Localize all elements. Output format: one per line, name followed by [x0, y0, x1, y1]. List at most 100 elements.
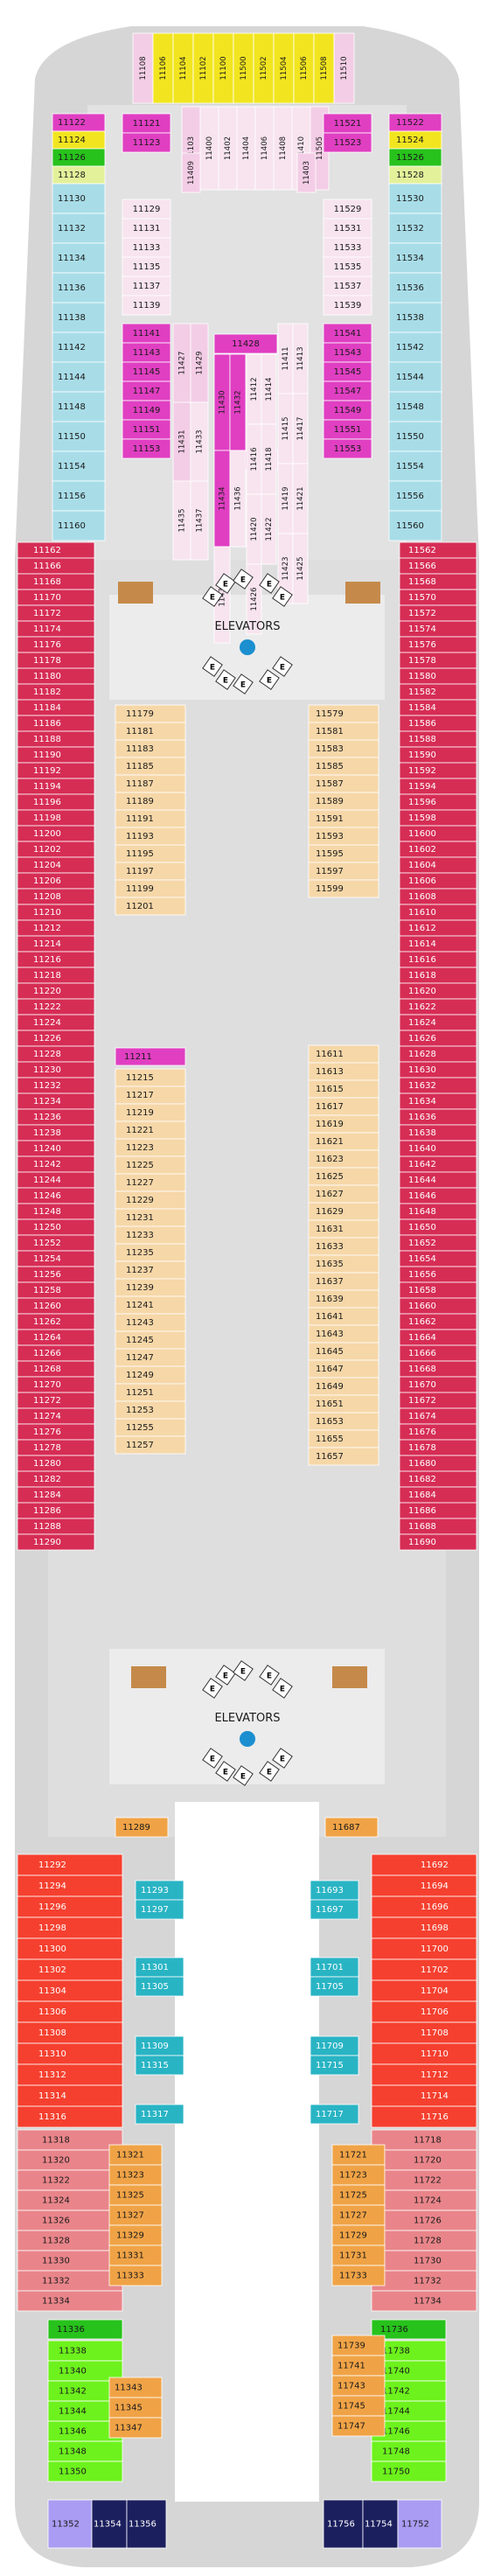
cabin-11674[interactable]: 11674: [399, 1407, 477, 1425]
cabin-11739[interactable]: 11739: [331, 2335, 386, 2356]
cabin-11548[interactable]: 11548: [388, 391, 442, 422]
cabin-11227[interactable]: 11227: [115, 1173, 186, 1192]
cabin-11254[interactable]: 11254: [17, 1250, 95, 1267]
cabin-11733[interactable]: 11733: [331, 2265, 386, 2286]
cabin-11293[interactable]: 11293: [135, 1880, 184, 1901]
cabin-11415[interactable]: 11415: [277, 393, 294, 464]
cabin-11584[interactable]: 11584: [399, 699, 477, 716]
cabin-11241[interactable]: 11241: [115, 1295, 186, 1315]
cabin-11541[interactable]: 11541: [323, 323, 372, 344]
cabin-11409[interactable]: 11409: [181, 152, 201, 193]
cabin-11235[interactable]: 11235: [115, 1243, 186, 1262]
cabin-11331[interactable]: 11331: [108, 2244, 163, 2266]
cabin-11717[interactable]: 11717: [310, 2104, 359, 2125]
cabin-11327[interactable]: 11327: [108, 2204, 163, 2226]
cabin-11500[interactable]: 11500: [233, 32, 254, 104]
cabin-11236[interactable]: 11236: [17, 1108, 95, 1126]
cabin-11538[interactable]: 11538: [388, 302, 442, 333]
elevator-car[interactable]: E: [233, 1765, 254, 1786]
cabin-11312[interactable]: 11312: [17, 2063, 123, 2086]
cabin-11655[interactable]: 11655: [308, 1429, 379, 1449]
cabin-11214[interactable]: 11214: [17, 935, 95, 953]
cabin-11542[interactable]: 11542: [388, 332, 442, 363]
cabin-11248[interactable]: 11248: [17, 1203, 95, 1220]
cabin-11581[interactable]: 11581: [308, 722, 379, 741]
cabin-11743[interactable]: 11743: [331, 2375, 386, 2397]
cabin-11296[interactable]: 11296: [17, 1895, 123, 1918]
cabin-11508[interactable]: 11508: [313, 32, 335, 104]
cabin-11233[interactable]: 11233: [115, 1225, 186, 1245]
cabin-11314[interactable]: 11314: [17, 2084, 123, 2107]
cabin-11166[interactable]: 11166: [17, 557, 95, 575]
elevator-car[interactable]: E: [233, 1660, 254, 1681]
cabin-11240[interactable]: 11240: [17, 1140, 95, 1157]
cabin-11700[interactable]: 11700: [371, 1937, 477, 1960]
cabin-11141[interactable]: 11141: [122, 323, 171, 344]
cabin-11328[interactable]: 11328: [17, 2230, 123, 2251]
cabin-11232[interactable]: 11232: [17, 1077, 95, 1094]
cabin-11258[interactable]: 11258: [17, 1281, 95, 1299]
cabin-11305[interactable]: 11305: [135, 1976, 184, 1997]
cabin-11705[interactable]: 11705: [310, 1976, 359, 1997]
elevator-car[interactable]: E: [215, 1665, 236, 1686]
elevator-car[interactable]: E: [272, 586, 293, 607]
cabin-11317[interactable]: 11317: [135, 2104, 184, 2125]
cabin-11318[interactable]: 11318: [17, 2129, 123, 2151]
cabin-11714[interactable]: 11714: [371, 2084, 477, 2107]
cabin-11151[interactable]: 11151: [122, 419, 171, 440]
cabin-11633[interactable]: 11633: [308, 1237, 379, 1256]
cabin-11179[interactable]: 11179: [115, 704, 186, 723]
cabin-11750[interactable]: 11750: [371, 2461, 447, 2482]
elevator-car[interactable]: E: [202, 1678, 223, 1699]
cabin-11722[interactable]: 11722: [371, 2169, 477, 2191]
cabin-11688[interactable]: 11688: [399, 1518, 477, 1535]
cabin-11694[interactable]: 11694: [371, 1874, 477, 1897]
cabin-11270[interactable]: 11270: [17, 1376, 95, 1393]
cabin-11222[interactable]: 11222: [17, 998, 95, 1016]
cabin-11612[interactable]: 11612: [399, 919, 477, 937]
cabin-11570[interactable]: 11570: [399, 589, 477, 606]
cabin-11613[interactable]: 11613: [308, 1062, 379, 1081]
cabin-11156[interactable]: 11156: [52, 480, 106, 512]
cabin-11615[interactable]: 11615: [308, 1079, 379, 1099]
cabin-11202[interactable]: 11202: [17, 841, 95, 858]
cabin-11578[interactable]: 11578: [399, 652, 477, 669]
cabin-11521[interactable]: 11521: [323, 113, 372, 134]
cabin-11637[interactable]: 11637: [308, 1272, 379, 1291]
cabin-11651[interactable]: 11651: [308, 1394, 379, 1414]
cabin-11131[interactable]: 11131: [122, 218, 171, 239]
cabin-11556[interactable]: 11556: [388, 480, 442, 512]
cabin-11756[interactable]: 11756: [323, 2499, 364, 2549]
cabin-11290[interactable]: 11290: [17, 1533, 95, 1551]
cabin-11220[interactable]: 11220: [17, 982, 95, 1000]
cabin-11682[interactable]: 11682: [399, 1470, 477, 1488]
cabin-11530[interactable]: 11530: [388, 183, 442, 214]
cabin-11189[interactable]: 11189: [115, 792, 186, 811]
cabin-11526[interactable]: 11526: [388, 148, 442, 167]
cabin-11506[interactable]: 11506: [293, 32, 315, 104]
cabin-11643[interactable]: 11643: [308, 1324, 379, 1344]
cabin-11598[interactable]: 11598: [399, 809, 477, 827]
cabin-11132[interactable]: 11132: [52, 213, 106, 244]
cabin-11535[interactable]: 11535: [323, 256, 372, 277]
cabin-11531[interactable]: 11531: [323, 218, 372, 239]
cabin-11416[interactable]: 11416: [246, 423, 262, 495]
cabin-11433[interactable]: 11433: [190, 401, 209, 482]
cabin-11413[interactable]: 11413: [292, 323, 309, 394]
cabin-11144[interactable]: 11144: [52, 361, 106, 393]
cabin-11624[interactable]: 11624: [399, 1014, 477, 1031]
cabin-11586[interactable]: 11586: [399, 715, 477, 732]
cabin-11736[interactable]: 11736: [371, 2319, 447, 2340]
cabin-11301[interactable]: 11301: [135, 1957, 184, 1978]
cabin-11302[interactable]: 11302: [17, 1958, 123, 1981]
cabin-11178[interactable]: 11178: [17, 652, 95, 669]
cabin-11652[interactable]: 11652: [399, 1234, 477, 1252]
cabin-11653[interactable]: 11653: [308, 1412, 379, 1431]
cabin-11252[interactable]: 11252: [17, 1234, 95, 1252]
cabin-11216[interactable]: 11216: [17, 951, 95, 968]
cabin-11549[interactable]: 11549: [323, 400, 372, 421]
cabin-11162[interactable]: 11162: [17, 541, 95, 559]
cabin-11649[interactable]: 11649: [308, 1377, 379, 1396]
cabin-11184[interactable]: 11184: [17, 699, 95, 716]
